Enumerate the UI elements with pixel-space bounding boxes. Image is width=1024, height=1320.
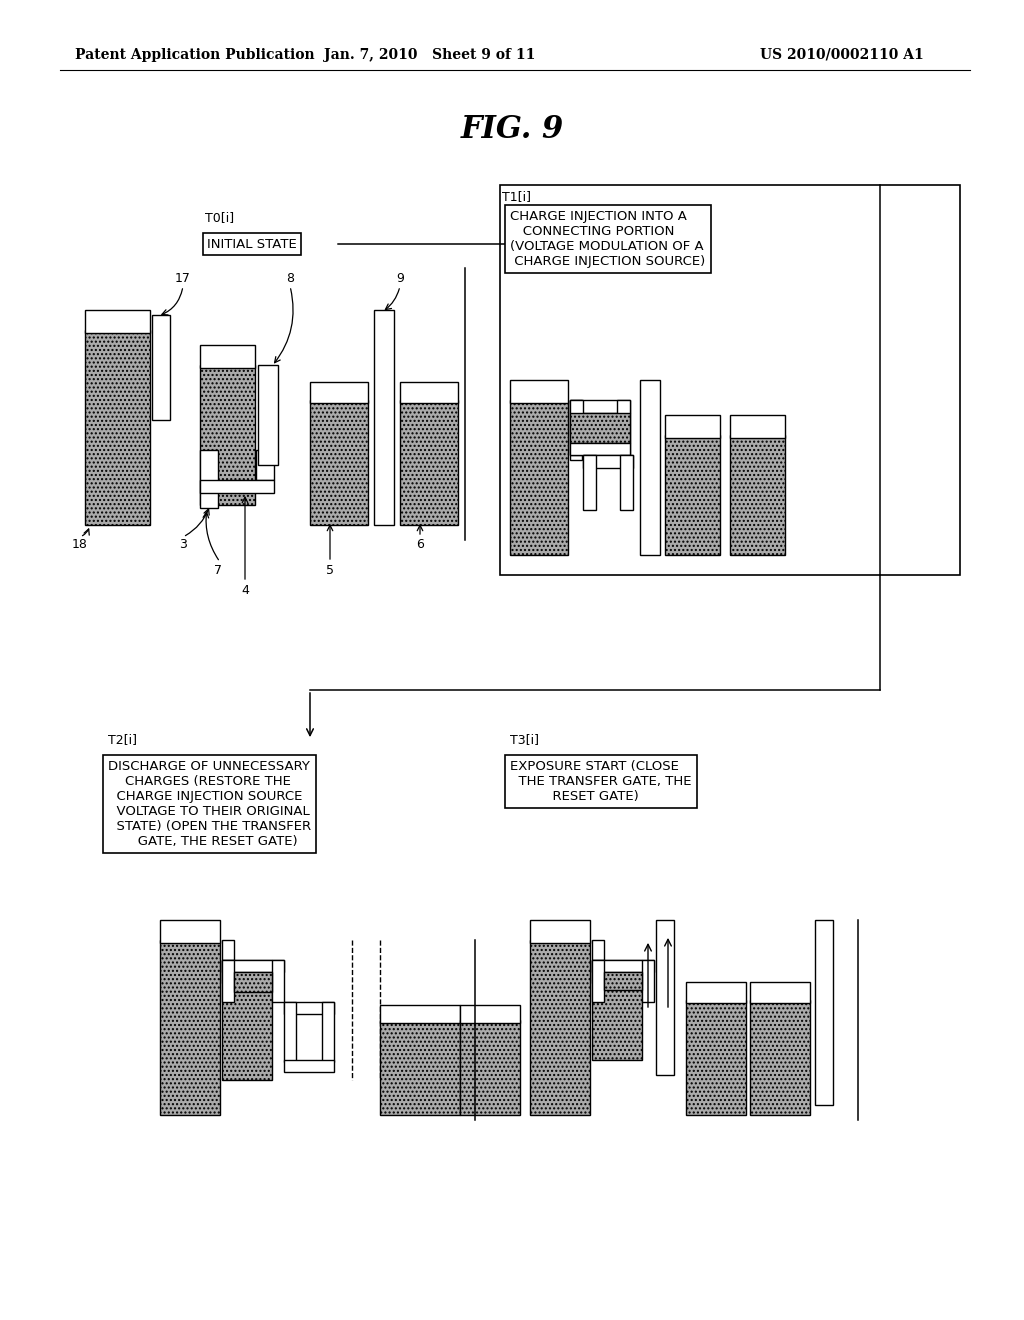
Bar bbox=[730, 436, 785, 554]
Bar bbox=[85, 330, 150, 525]
Text: 8: 8 bbox=[286, 272, 294, 285]
Bar bbox=[583, 455, 633, 469]
Text: T0[i]: T0[i] bbox=[205, 211, 234, 224]
Text: 7: 7 bbox=[214, 564, 222, 577]
Bar bbox=[530, 920, 590, 942]
Bar bbox=[750, 1001, 810, 1115]
Bar bbox=[620, 455, 633, 510]
Bar bbox=[222, 960, 284, 972]
Bar bbox=[686, 1001, 746, 1115]
Bar bbox=[222, 960, 272, 983]
Bar bbox=[656, 920, 674, 1074]
Bar bbox=[510, 400, 568, 554]
Bar bbox=[374, 310, 394, 525]
Bar bbox=[284, 1002, 334, 1014]
Text: 5: 5 bbox=[326, 564, 334, 577]
Bar bbox=[617, 400, 630, 455]
Bar bbox=[222, 979, 272, 1080]
Text: 4: 4 bbox=[241, 583, 249, 597]
Text: Jan. 7, 2010   Sheet 9 of 11: Jan. 7, 2010 Sheet 9 of 11 bbox=[325, 48, 536, 62]
Bar bbox=[400, 400, 458, 525]
Bar bbox=[258, 366, 278, 465]
Bar bbox=[400, 381, 458, 403]
Bar bbox=[222, 960, 234, 1002]
Bar bbox=[380, 1020, 460, 1115]
Bar bbox=[642, 960, 654, 1002]
Bar bbox=[85, 310, 150, 333]
Bar bbox=[500, 185, 961, 576]
Bar bbox=[686, 982, 746, 1003]
Bar bbox=[815, 920, 833, 1105]
Bar bbox=[284, 1002, 296, 1063]
Text: DISCHARGE OF UNNECESSARY
    CHARGES (RESTORE THE
  CHARGE INJECTION SOURCE
  VO: DISCHARGE OF UNNECESSARY CHARGES (RESTOR… bbox=[108, 760, 311, 847]
Text: T1[i]: T1[i] bbox=[502, 190, 531, 203]
Bar bbox=[592, 979, 642, 1060]
Bar bbox=[730, 414, 785, 438]
Bar bbox=[640, 380, 660, 554]
Bar bbox=[592, 960, 642, 983]
Text: CHARGE INJECTION INTO A
   CONNECTING PORTION
(VOLTAGE MODULATION OF A
 CHARGE I: CHARGE INJECTION INTO A CONNECTING PORTI… bbox=[510, 210, 706, 268]
Bar bbox=[160, 940, 220, 1115]
Bar bbox=[256, 450, 274, 480]
Bar bbox=[570, 400, 630, 413]
Bar bbox=[510, 380, 568, 403]
Text: INITIAL STATE: INITIAL STATE bbox=[207, 238, 297, 251]
Bar bbox=[200, 450, 218, 508]
Text: T3[i]: T3[i] bbox=[510, 734, 539, 747]
Bar bbox=[570, 444, 630, 455]
Bar bbox=[665, 414, 720, 438]
Text: US 2010/0002110 A1: US 2010/0002110 A1 bbox=[760, 48, 924, 62]
Bar bbox=[592, 940, 604, 979]
Bar bbox=[200, 366, 255, 506]
Bar bbox=[592, 960, 604, 1002]
Bar bbox=[530, 940, 590, 1115]
Bar bbox=[322, 1002, 334, 1063]
Bar bbox=[310, 381, 368, 403]
Bar bbox=[380, 1005, 460, 1023]
Text: Patent Application Publication: Patent Application Publication bbox=[75, 48, 314, 62]
Text: 6: 6 bbox=[416, 539, 424, 552]
Bar bbox=[750, 982, 810, 1003]
Bar bbox=[272, 960, 284, 1002]
Bar bbox=[152, 315, 170, 420]
Bar bbox=[604, 972, 642, 990]
Text: EXPOSURE START (CLOSE
  THE TRANSFER GATE, THE
          RESET GATE): EXPOSURE START (CLOSE THE TRANSFER GATE,… bbox=[510, 760, 691, 803]
Bar bbox=[460, 1005, 520, 1023]
Text: FIG. 9: FIG. 9 bbox=[461, 115, 563, 145]
Text: 17: 17 bbox=[175, 272, 190, 285]
Bar bbox=[222, 940, 234, 979]
Bar bbox=[200, 480, 274, 492]
Bar bbox=[570, 413, 630, 444]
Bar bbox=[160, 920, 220, 942]
Bar bbox=[234, 972, 272, 993]
Bar bbox=[592, 960, 654, 972]
Bar bbox=[570, 400, 582, 459]
Bar bbox=[570, 400, 583, 455]
Text: 9: 9 bbox=[396, 272, 403, 285]
Text: 18: 18 bbox=[72, 539, 88, 552]
Text: 3: 3 bbox=[179, 539, 187, 552]
Text: T2[i]: T2[i] bbox=[108, 734, 137, 747]
Bar bbox=[310, 400, 368, 525]
Bar bbox=[284, 1060, 334, 1072]
Bar bbox=[460, 1020, 520, 1115]
Bar bbox=[665, 436, 720, 554]
Bar bbox=[583, 455, 596, 510]
Bar bbox=[200, 345, 255, 368]
